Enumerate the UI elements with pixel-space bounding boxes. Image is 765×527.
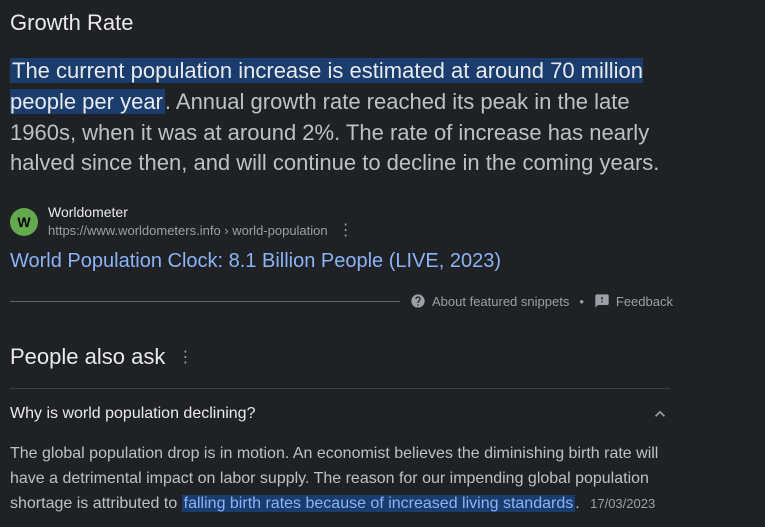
meta-row: About featured snippets • Feedback — [10, 293, 755, 309]
source-row: W Worldometer https://www.worldometers.i… — [10, 204, 755, 240]
about-snippets-link[interactable]: About featured snippets — [410, 293, 569, 309]
snippet-body: The current population increase is estim… — [10, 56, 670, 179]
feedback-icon — [594, 293, 610, 309]
snippet-title: Growth Rate — [10, 10, 755, 36]
source-favicon[interactable]: W — [10, 208, 38, 236]
paa-header: People also ask ⋮ — [10, 344, 755, 370]
result-title-link[interactable]: World Population Clock: 8.1 Billion Peop… — [10, 250, 755, 273]
paa-answer-date: 17/03/2023 — [590, 496, 655, 511]
source-url-row: https://www.worldometers.info › world-po… — [48, 220, 354, 240]
source-info: Worldometer https://www.worldometers.inf… — [48, 204, 354, 240]
meta-separator: • — [579, 294, 584, 309]
meta-divider-line — [10, 301, 400, 302]
feedback-link[interactable]: Feedback — [594, 293, 673, 309]
paa-question-row[interactable]: Why is world population declining? — [10, 404, 670, 424]
paa-answer-post: . — [575, 495, 579, 512]
paa-answer: The global population drop is in motion.… — [10, 442, 660, 516]
kebab-icon[interactable]: ⋮ — [338, 220, 354, 240]
paa-answer-link[interactable]: falling birth rates because of increased… — [182, 495, 576, 512]
paa-kebab-icon[interactable]: ⋮ — [177, 347, 193, 367]
chevron-up-icon — [650, 404, 670, 424]
paa-question-text: Why is world population declining? — [10, 405, 255, 423]
source-url: https://www.worldometers.info › world-po… — [48, 223, 328, 238]
paa-title: People also ask — [10, 344, 165, 370]
help-icon — [410, 293, 426, 309]
paa-divider — [10, 388, 670, 389]
source-name: Worldometer — [48, 204, 354, 220]
about-snippets-label: About featured snippets — [432, 294, 569, 309]
feedback-label: Feedback — [616, 294, 673, 309]
